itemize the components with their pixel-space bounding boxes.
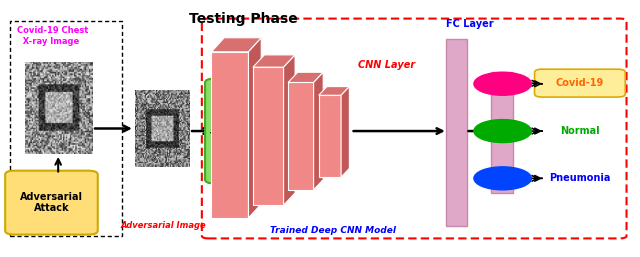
Polygon shape: [211, 38, 261, 52]
Circle shape: [474, 72, 531, 95]
Polygon shape: [253, 55, 295, 67]
Text: Trained Deep CNN Model: Trained Deep CNN Model: [270, 226, 396, 235]
Text: Adversarial
Attack: Adversarial Attack: [20, 192, 83, 213]
Bar: [10, 21, 122, 236]
FancyBboxPatch shape: [447, 39, 467, 226]
Polygon shape: [211, 52, 248, 218]
FancyBboxPatch shape: [5, 171, 98, 235]
Text: FUIT
Transformation: FUIT Transformation: [210, 120, 305, 142]
Circle shape: [474, 167, 531, 190]
Text: CNN Layer: CNN Layer: [358, 60, 415, 70]
Text: Adversarial Image: Adversarial Image: [121, 221, 206, 230]
Polygon shape: [248, 38, 261, 218]
Polygon shape: [253, 67, 284, 205]
Polygon shape: [288, 72, 323, 82]
FancyBboxPatch shape: [534, 69, 625, 97]
Text: Pneumonia: Pneumonia: [549, 173, 611, 183]
Text: Covid-19: Covid-19: [556, 78, 604, 88]
Polygon shape: [284, 55, 295, 205]
Polygon shape: [288, 82, 314, 190]
Text: Covid-19 Chest
  X-ray Image: Covid-19 Chest X-ray Image: [17, 26, 88, 46]
FancyBboxPatch shape: [205, 79, 310, 183]
Text: Normal: Normal: [560, 126, 600, 136]
Polygon shape: [319, 87, 349, 95]
Polygon shape: [314, 72, 323, 190]
Text: Testing Phase: Testing Phase: [189, 12, 298, 26]
FancyBboxPatch shape: [491, 72, 513, 193]
Circle shape: [474, 120, 531, 143]
Polygon shape: [319, 95, 341, 177]
Polygon shape: [341, 87, 349, 177]
Text: FC Layer: FC Layer: [446, 19, 494, 29]
